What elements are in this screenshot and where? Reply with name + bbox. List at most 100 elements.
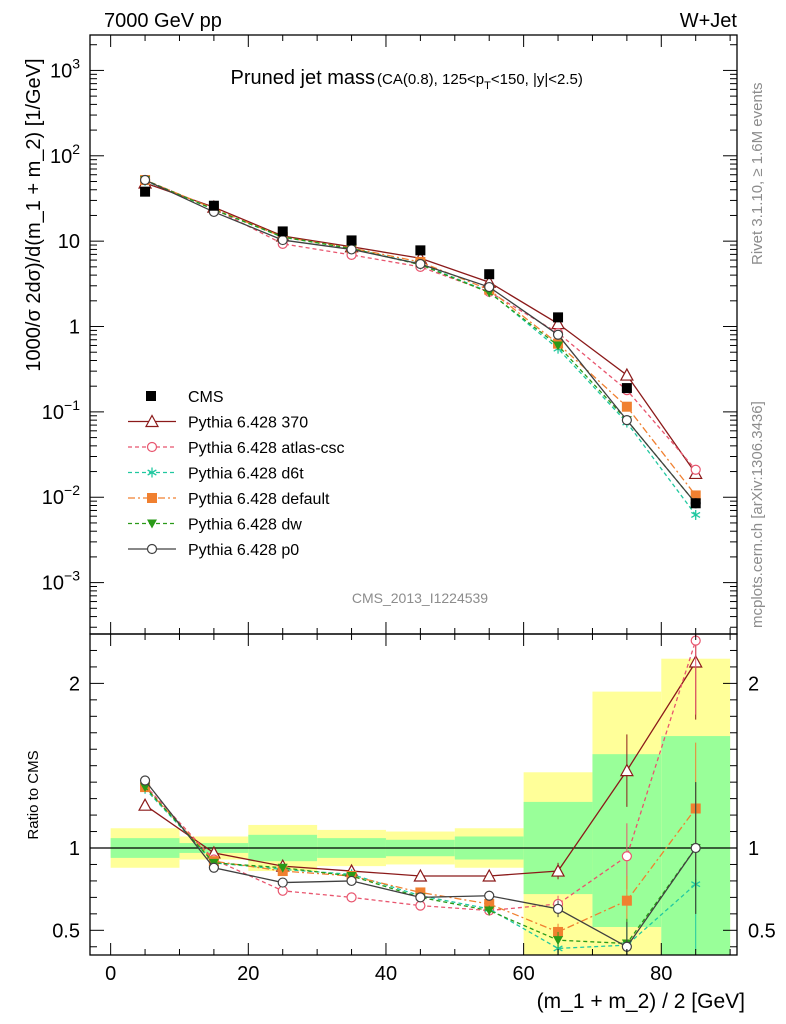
series-4-ratio-point xyxy=(484,906,495,916)
data-point-cms xyxy=(277,226,288,237)
series-1-main-line xyxy=(144,179,697,471)
y-tick-label: 102 xyxy=(50,141,80,168)
y-tick-base: 10 xyxy=(50,146,72,168)
y-ticks xyxy=(90,44,737,628)
series-5-main-point xyxy=(484,281,495,293)
legend-label: Pythia 6.428 370 xyxy=(188,415,308,432)
ratio-tick-label-left: 0.5 xyxy=(52,920,80,942)
legend: CMS Pythia 6.428 370 Pythia 6.428 atlas-cs… xyxy=(128,389,345,559)
y-tick-base: 10 xyxy=(58,231,80,253)
y-tick-base: 1 xyxy=(69,317,80,339)
y-tick-label: 10−3 xyxy=(42,568,80,595)
y-tick-label: 1 xyxy=(69,317,80,339)
series-5-ratio-point xyxy=(277,877,288,888)
series-4-ratio-point xyxy=(553,936,564,946)
y-axis-label: 1000/σ 2dσ)/d(m_1 + m_2) [1/GeV] xyxy=(23,58,45,371)
legend-label: Pythia 6.428 p0 xyxy=(188,542,299,559)
series-1-ratio-point xyxy=(346,892,357,903)
legend-marker xyxy=(146,441,158,453)
series-5-ratio-point xyxy=(208,862,219,873)
y-tick-exponent: 3 xyxy=(72,55,80,71)
x-tick-label: 0 xyxy=(105,963,116,985)
y-tick-exponent: −2 xyxy=(64,482,80,498)
series-0-ratio-point xyxy=(551,863,566,877)
legend-marker xyxy=(147,493,157,503)
x-tick-label: 80 xyxy=(650,963,672,985)
legend-marker xyxy=(146,543,158,555)
series-4-main-point xyxy=(553,341,564,351)
series-0-ratio-point xyxy=(413,868,428,882)
ratio-panel: 0.5 0.5 1 1 2 2 xyxy=(52,633,776,956)
series-0-ratio-point xyxy=(482,868,497,882)
series-5-main-point xyxy=(346,244,357,255)
chart-subtitle: (CA(0.8), 125<pT<150, |y|<2.5) xyxy=(377,71,583,92)
x-axis-label: (m_1 + m_2) / 2 [GeV] xyxy=(537,990,745,1013)
chart-subtitle-part-3: <150, |y|<2.5) xyxy=(491,71,583,88)
legend-label-cms: CMS xyxy=(188,389,224,406)
chart-subtitle-part-2: T xyxy=(484,80,491,92)
y-tick-label: 10 xyxy=(58,231,80,253)
star-stroke xyxy=(691,511,701,519)
series-0-ratio-point xyxy=(619,763,634,777)
series-5-main-point xyxy=(277,234,288,246)
ratio-frame xyxy=(89,633,738,956)
y-tick-exponent: 2 xyxy=(72,141,80,157)
chart-subtitle-part-1: (CA(0.8), 125<p xyxy=(377,71,484,88)
data-point-cms xyxy=(690,498,701,509)
analysis-id: CMS_2013_I1224539 xyxy=(352,590,488,606)
ratio-tick-label-right: 0.5 xyxy=(748,920,776,942)
x-tick-label: 20 xyxy=(237,963,259,985)
series-3-main-point xyxy=(690,490,701,501)
legend-marker xyxy=(147,467,157,478)
y-tick-base: 10 xyxy=(42,573,64,595)
y-tick-label: 10−1 xyxy=(42,397,80,424)
series-5-main-point xyxy=(415,258,426,270)
legend-marker-cms xyxy=(146,391,156,401)
series-5-ratio-point xyxy=(552,903,564,915)
y-tick-base: 10 xyxy=(50,60,72,82)
series-0-ratio-point xyxy=(138,797,153,811)
legend-label: Pythia 6.428 d6t xyxy=(188,466,304,483)
series-5-main-point xyxy=(552,329,564,340)
series-5-ratio-point xyxy=(484,890,495,901)
y-tick-label: 103 xyxy=(50,55,80,82)
chart-title: Pruned jet mass xyxy=(230,67,375,89)
data-point-cms xyxy=(415,245,426,256)
ratio-y-ticks xyxy=(90,649,737,948)
series-3-main-point xyxy=(621,401,632,412)
ratio-tick-label-right: 2 xyxy=(748,673,759,695)
series-5-ratio-point xyxy=(139,775,151,786)
legend-label: Pythia 6.428 default xyxy=(188,491,330,508)
y-tick-base: 10 xyxy=(42,402,64,424)
star-stroke xyxy=(147,469,157,476)
mcplots-label: mcplots.cern.ch [arXiv:1306.3436] xyxy=(749,401,766,628)
y-tick-base: 10 xyxy=(42,487,64,509)
series-5-main-point xyxy=(621,415,632,426)
ratio-tick-label-right: 1 xyxy=(748,838,759,860)
ratio-series xyxy=(138,634,703,955)
ratio-tick-label-left: 2 xyxy=(69,673,80,695)
ratio-y-axis-label: Ratio to CMS xyxy=(25,750,42,839)
header-left: 7000 GeV pp xyxy=(104,10,222,32)
legend-label: Pythia 6.428 atlas-csc xyxy=(188,440,345,457)
data-point-cms xyxy=(208,200,219,211)
y-tick-exponent: −3 xyxy=(64,568,80,584)
y-tick-label: 10−2 xyxy=(42,482,80,509)
series-0-main-point xyxy=(619,367,634,381)
x-tick-label: 60 xyxy=(513,963,535,985)
rivet-label: Rivet 3.1.10, ≥ 1.6M events xyxy=(749,83,766,266)
data-point-cms xyxy=(484,269,495,280)
ratio-tick-label-left: 1 xyxy=(69,838,80,860)
data-point-cms xyxy=(140,186,151,197)
series-2-main-point xyxy=(691,509,701,520)
legend-label: Pythia 6.428 dw xyxy=(188,517,302,534)
uncertainty-bands xyxy=(110,658,731,955)
series-5-main-point xyxy=(139,174,151,186)
legend-marker xyxy=(144,414,160,428)
series-5-ratio-point xyxy=(415,892,426,903)
y-tick-exponent: −1 xyxy=(64,397,80,413)
header-right: W+Jet xyxy=(680,10,738,32)
series-1-main-point xyxy=(690,464,701,475)
